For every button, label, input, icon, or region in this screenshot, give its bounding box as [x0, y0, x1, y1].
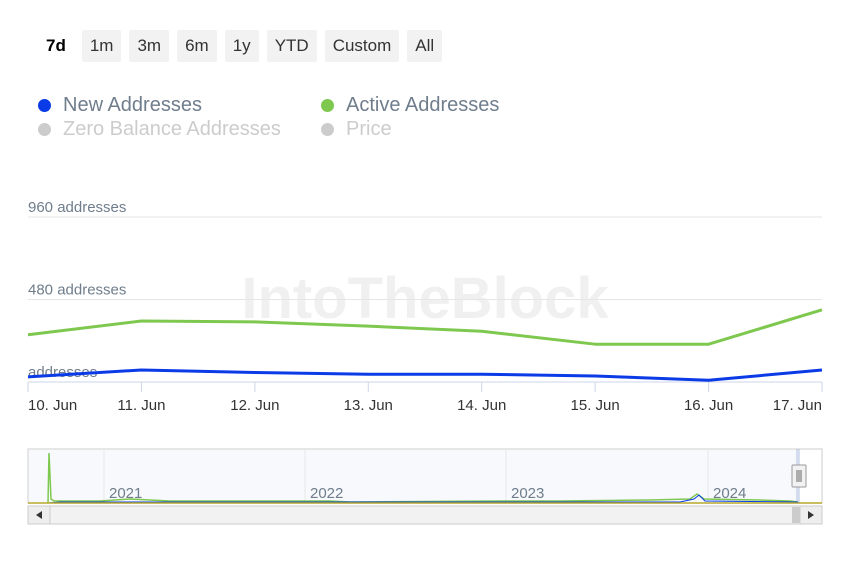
legend-label: Active Addresses — [346, 94, 500, 116]
data-point[interactable] — [591, 372, 599, 380]
legend-dot-icon — [321, 99, 334, 112]
scrollbar-thumb[interactable] — [792, 507, 800, 523]
legend-item-active-addresses[interactable]: Active Addresses — [321, 94, 499, 117]
watermark: IntoTheBlock — [241, 266, 609, 331]
legend-item-price[interactable]: Price — [321, 118, 392, 141]
range-button-7d[interactable]: 7d — [38, 30, 74, 62]
data-point[interactable] — [24, 331, 32, 339]
range-button-3m[interactable]: 3m — [129, 30, 170, 62]
data-point[interactable] — [705, 340, 713, 348]
x-tick-label: 13. Jun — [344, 397, 393, 414]
legend-dot-icon — [38, 99, 51, 112]
x-tick-label: 14. Jun — [457, 397, 506, 414]
data-point[interactable] — [478, 327, 486, 335]
data-point[interactable] — [478, 370, 486, 378]
arrow-right-icon — [808, 511, 814, 519]
data-point[interactable] — [364, 370, 372, 378]
range-button-ytd[interactable]: YTD — [266, 30, 317, 62]
navigator-series-new — [47, 494, 799, 504]
data-point[interactable] — [251, 369, 259, 377]
data-point[interactable] — [251, 318, 259, 326]
x-tick-label: 11. Jun — [117, 397, 165, 414]
navigator-frame — [27, 448, 823, 504]
legend-dot-icon — [38, 123, 51, 136]
legend-label: Zero Balance Addresses — [63, 118, 281, 140]
data-point[interactable] — [137, 366, 145, 374]
range-button-all[interactable]: All — [407, 30, 443, 62]
data-point[interactable] — [364, 322, 372, 330]
scrollbar-track[interactable] — [27, 505, 823, 525]
navigator-year-label: 2022 — [310, 485, 343, 502]
legend-item-new-addresses[interactable]: New Addresses — [38, 94, 202, 117]
legend-dot-icon — [321, 123, 334, 136]
data-point[interactable] — [591, 340, 599, 348]
data-point[interactable] — [818, 366, 826, 374]
range-button-1m[interactable]: 1m — [81, 30, 122, 62]
range-button-custom[interactable]: Custom — [324, 30, 400, 62]
x-tick-label: 10. Jun — [28, 397, 77, 414]
series-line-active-addresses[interactable] — [27, 308, 823, 346]
navigator[interactable]: 2021 2022 2023 2024 — [27, 448, 823, 525]
x-tick-label: 12. Jun — [230, 397, 279, 414]
series-line-new-addresses[interactable] — [27, 368, 823, 382]
range-button-6m[interactable]: 6m — [177, 30, 217, 62]
navigator-year-label: 2024 — [713, 485, 746, 502]
data-point[interactable] — [137, 317, 145, 325]
y-tick-label: 480 addresses — [28, 282, 126, 299]
y-tick-label: 960 addresses — [28, 199, 126, 216]
x-tick-label: 15. Jun — [571, 397, 620, 414]
navigator-mask — [29, 450, 799, 502]
data-point[interactable] — [705, 376, 713, 384]
range-button-1y[interactable]: 1y — [224, 30, 259, 62]
legend-label: New Addresses — [63, 94, 202, 116]
range-selector: 7d 1m 3m 6m 1y YTD Custom All — [38, 30, 443, 62]
data-point[interactable] — [818, 306, 826, 314]
legend-label: Price — [346, 118, 392, 140]
data-point[interactable] — [24, 373, 32, 381]
legend-item-zero-balance-addresses[interactable]: Zero Balance Addresses — [38, 118, 281, 141]
navigator-year-label: 2021 — [109, 485, 142, 502]
x-tick-label: 16. Jun — [684, 397, 733, 414]
arrow-left-icon — [36, 511, 42, 519]
x-tick-label: 17. Jun — [773, 397, 822, 414]
navigator-year-label: 2023 — [511, 485, 544, 502]
